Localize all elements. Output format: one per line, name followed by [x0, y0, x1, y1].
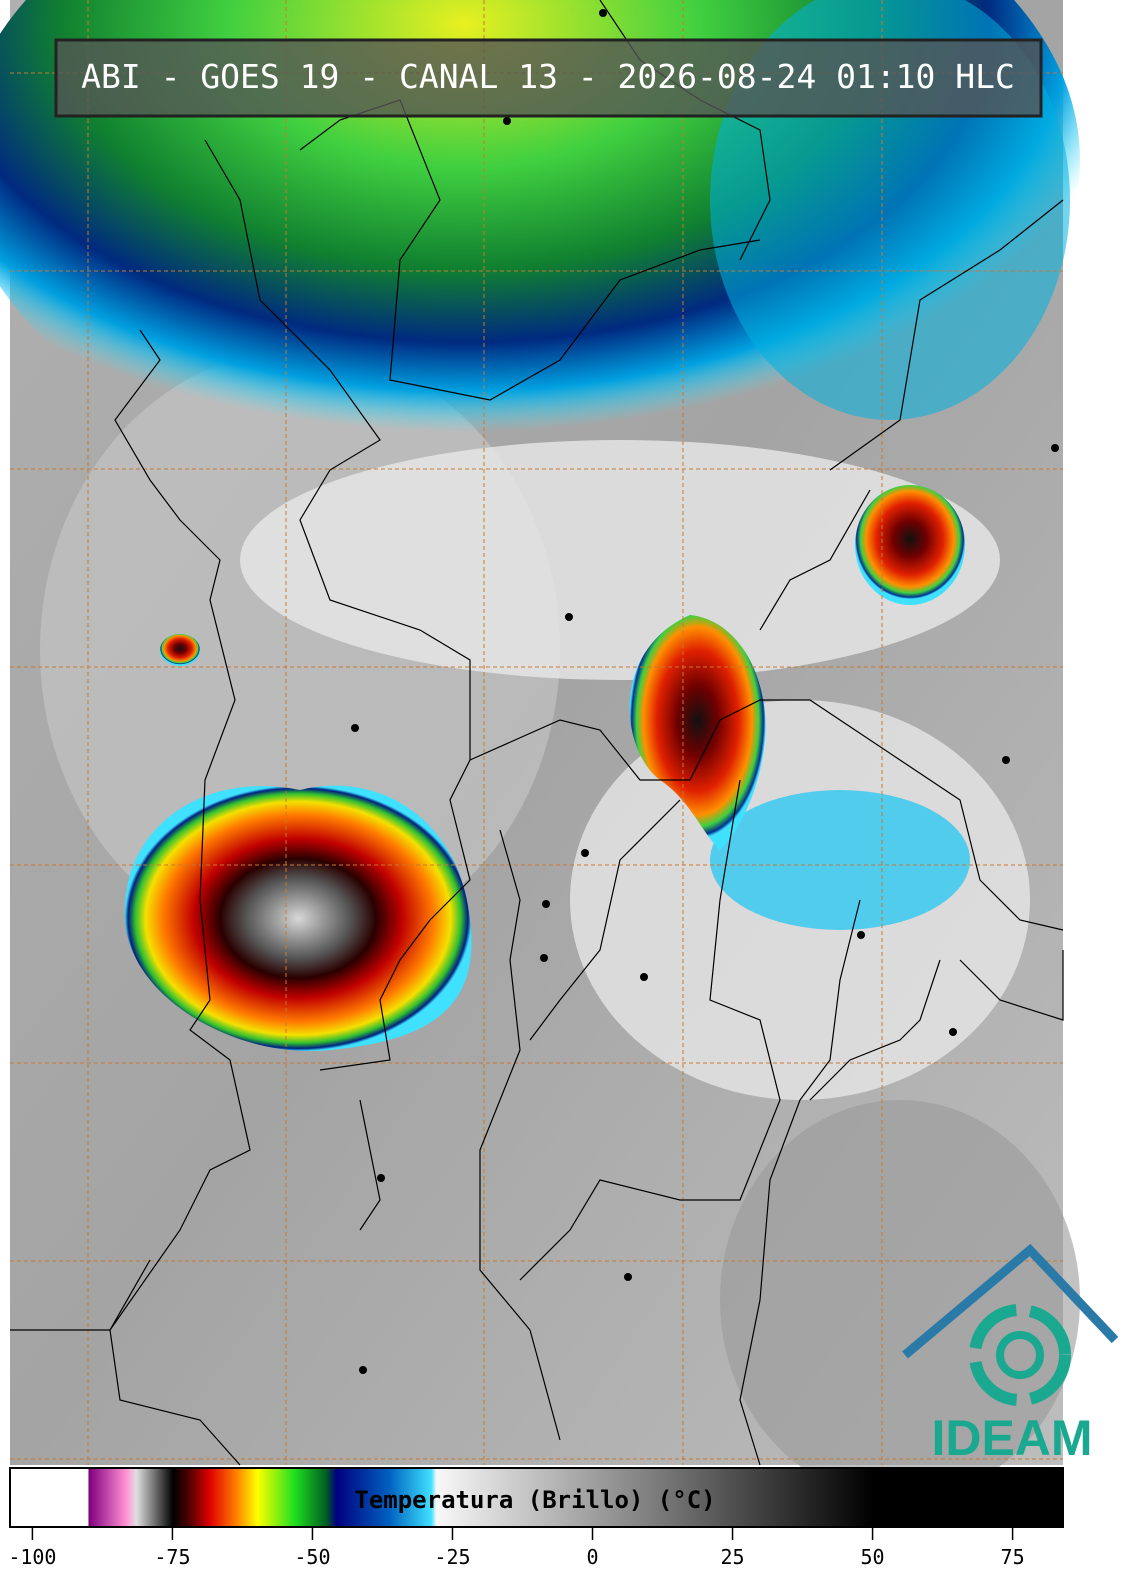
logo-text: IDEAM [931, 1410, 1092, 1466]
tick-label: 50 [861, 1545, 885, 1569]
tick-label: 75 [1001, 1545, 1025, 1569]
map: ABI - GOES 19 - CANAL 13 - 2026-08-24 01… [0, 0, 1119, 1500]
colorbar: Temperatura (Brillo) (°C) [9, 1467, 1064, 1528]
tick-label: -25 [434, 1545, 470, 1569]
tick-label: 0 [586, 1545, 598, 1569]
tick-label: 25 [720, 1545, 744, 1569]
city-markers [351, 9, 1059, 1374]
colorbar-label: Temperatura (Brillo) (°C) [354, 1486, 715, 1514]
tick-label: -50 [294, 1545, 330, 1569]
borders [10, 0, 1064, 1466]
logo: IDEAM [902, 1243, 1119, 1466]
tick-label: -75 [154, 1545, 190, 1569]
title-box [54, 38, 1043, 118]
tick-label: -100 [8, 1545, 56, 1569]
colorbar-ramp [9, 1467, 1064, 1528]
convective-cell-west [124, 785, 472, 1052]
convective-cell-center [629, 615, 766, 850]
cloud-top-east [855, 485, 965, 605]
title: ABI - GOES 19 - CANAL 13 - 2026-08-24 01… [81, 57, 1015, 96]
